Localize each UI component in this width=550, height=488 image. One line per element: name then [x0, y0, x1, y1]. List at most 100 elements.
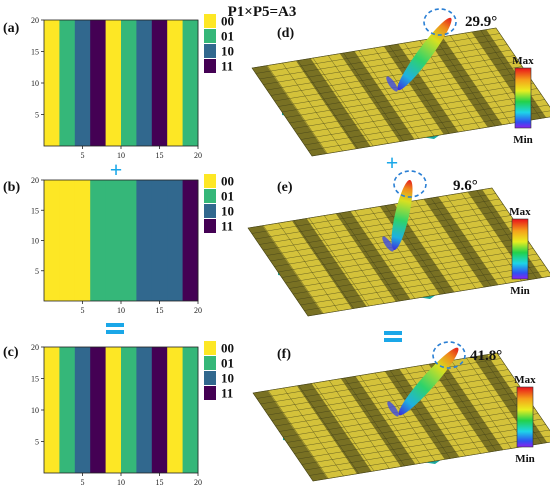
board-e-gridline-v-13: [296, 259, 541, 300]
board-f-gridline-v-13: [301, 424, 546, 465]
scale-f-max-label: Max: [514, 374, 536, 386]
heatmap-c-column-4: [90, 347, 106, 473]
heatmap-c-y-tick-2: 10: [31, 406, 39, 415]
board-e-gridline-v-10: [285, 242, 530, 284]
heatmap-a-column-5: [105, 20, 122, 146]
legend-a-swatch-01: [204, 29, 216, 43]
heatmap-b-y-tick-2: 10: [31, 237, 39, 246]
board-e-gridline-v-9: [281, 237, 526, 278]
heatmap-c-x-tick-1: 5: [81, 478, 85, 487]
board-e-gridline-u-14: [461, 192, 522, 282]
board-e-gridline-v-8: [277, 231, 523, 273]
beam-d-main-lobe: [397, 17, 452, 91]
legend-a-swatch-10: [204, 44, 216, 58]
beam-panel-e: 9.6° Max Min: [247, 170, 550, 317]
heatmap-a-column-3: [74, 20, 91, 146]
panel-label-a: (a): [3, 21, 20, 36]
beam-f-angle-label: 41.8°: [470, 348, 502, 364]
legend-b-swatch-11: [204, 219, 216, 233]
legend-a-label-11: 11: [221, 59, 233, 74]
beam-e-main-lobe: [391, 179, 413, 251]
board-f-gridline-v-8: [282, 396, 528, 438]
scale-d-max-label: Max: [512, 55, 534, 67]
board-f-gridline-v-11: [294, 413, 539, 454]
legend-c-label-01: 01: [221, 356, 234, 371]
plus-operator-left: +: [110, 157, 123, 182]
panel-label-c: (c): [3, 345, 19, 360]
heatmap-a-column-6: [121, 20, 137, 146]
board-e-gridline-u-11: [415, 200, 476, 289]
board-d-gridline-v-14: [304, 104, 549, 146]
legend-b-label-01: 01: [221, 189, 234, 204]
heatmap-a-y-tick-2: 10: [31, 79, 39, 88]
scale-f-colorbar: [516, 386, 534, 448]
beam-panel-d: 29.9° Max Min: [251, 8, 550, 157]
heatmap-b-column-3: [74, 180, 91, 301]
legend-c-swatch-00: [204, 341, 216, 355]
heatmap-a-y-tick-3: 15: [31, 48, 39, 57]
beam-f-main-lobe: [398, 347, 459, 416]
heatmap-a-column-2: [59, 20, 76, 146]
heatmap-b-column-4: [90, 180, 106, 301]
board-f-gridline-v-12: [297, 418, 543, 460]
scale-d-min-label: Min: [513, 134, 533, 146]
beam-panel-f: 41.8° Max Min: [252, 341, 550, 482]
heatmap-b-column-5: [105, 180, 122, 301]
heatmap-b-x-tick-3: 15: [156, 306, 164, 315]
legend-b-swatch-01: [204, 189, 216, 203]
heatmap-c-x-tick-2: 10: [117, 478, 125, 487]
scale-f-min-label: Min: [515, 453, 535, 465]
board-e-gridline-v-16: [307, 276, 550, 317]
board-f-gridline-v-14: [305, 429, 550, 471]
beam-e-peak-marker: [393, 170, 427, 198]
board-e-gridline-v-14: [300, 264, 545, 306]
equals-operator-left-bottom: [106, 330, 124, 334]
board-d-gridline-u-13: [450, 35, 511, 124]
board-f-gridline-v-16: [312, 441, 550, 482]
heatmap-a-x-tick-4: 20: [194, 151, 202, 160]
legend-a-label-10: 10: [221, 44, 234, 59]
board-d-gridline-u-12: [434, 37, 496, 127]
legend-c-swatch-10: [204, 371, 216, 385]
heatmap-c-y-tick-3: 15: [31, 375, 39, 384]
heatmap-b-x-tick-2: 10: [117, 306, 125, 315]
legend-c-label-00: 00: [221, 341, 234, 356]
heatmap-a-column-8: [151, 20, 168, 146]
board-e-gridline-v-12: [292, 253, 538, 295]
heatmap-c-column-5: [105, 347, 122, 473]
beam-f-side-lobe: [387, 401, 399, 417]
heatmap-c-column-3: [74, 347, 91, 473]
board-e-gridline-v-11: [289, 248, 534, 289]
heatmap-c-y-tick-1: 5: [35, 438, 39, 447]
equals-operator-left-top: [106, 323, 124, 327]
heatmap-a-x-tick-2: 10: [117, 151, 125, 160]
board-e-gridline-u-13: [446, 195, 507, 284]
board-f-gridline-v-10: [290, 407, 535, 449]
panel-label-d: (d): [277, 26, 294, 41]
heatmap-c-y-tick-4: 20: [31, 343, 39, 352]
heatmap-c-column-7: [136, 347, 153, 473]
heatmap-c-column-9: [167, 347, 183, 473]
legend-b-label-00: 00: [221, 174, 234, 189]
beam-e-angle-label: 9.6°: [453, 178, 478, 194]
heatmap-a-column-4: [90, 20, 106, 146]
board-d-gridline-v-15: [308, 110, 550, 151]
figure-title: P1×P5=A3: [228, 4, 297, 20]
heatmap-a-column-1: [44, 20, 60, 146]
board-f-gridline-u-9: [390, 370, 451, 459]
beam-e-side-lobe: [382, 236, 394, 252]
board-f-gridline-u-13: [451, 360, 512, 449]
heatmap-c-column-2: [59, 347, 76, 473]
legend-b-label-11: 11: [221, 219, 233, 234]
legend-b-swatch-00: [204, 174, 216, 188]
plus-operator-right: +: [386, 150, 399, 175]
heatmap-a-column-7: [136, 20, 153, 146]
heatmap-a-x-tick-3: 15: [156, 151, 164, 160]
heatmap-a-y-tick-1: 5: [35, 111, 39, 120]
heatmap-c-x-tick-3: 15: [156, 478, 164, 487]
scale-e-colorbar: [511, 218, 529, 280]
heatmap-b-y-tick-1: 5: [35, 267, 39, 276]
legend-b-swatch-10: [204, 204, 216, 218]
